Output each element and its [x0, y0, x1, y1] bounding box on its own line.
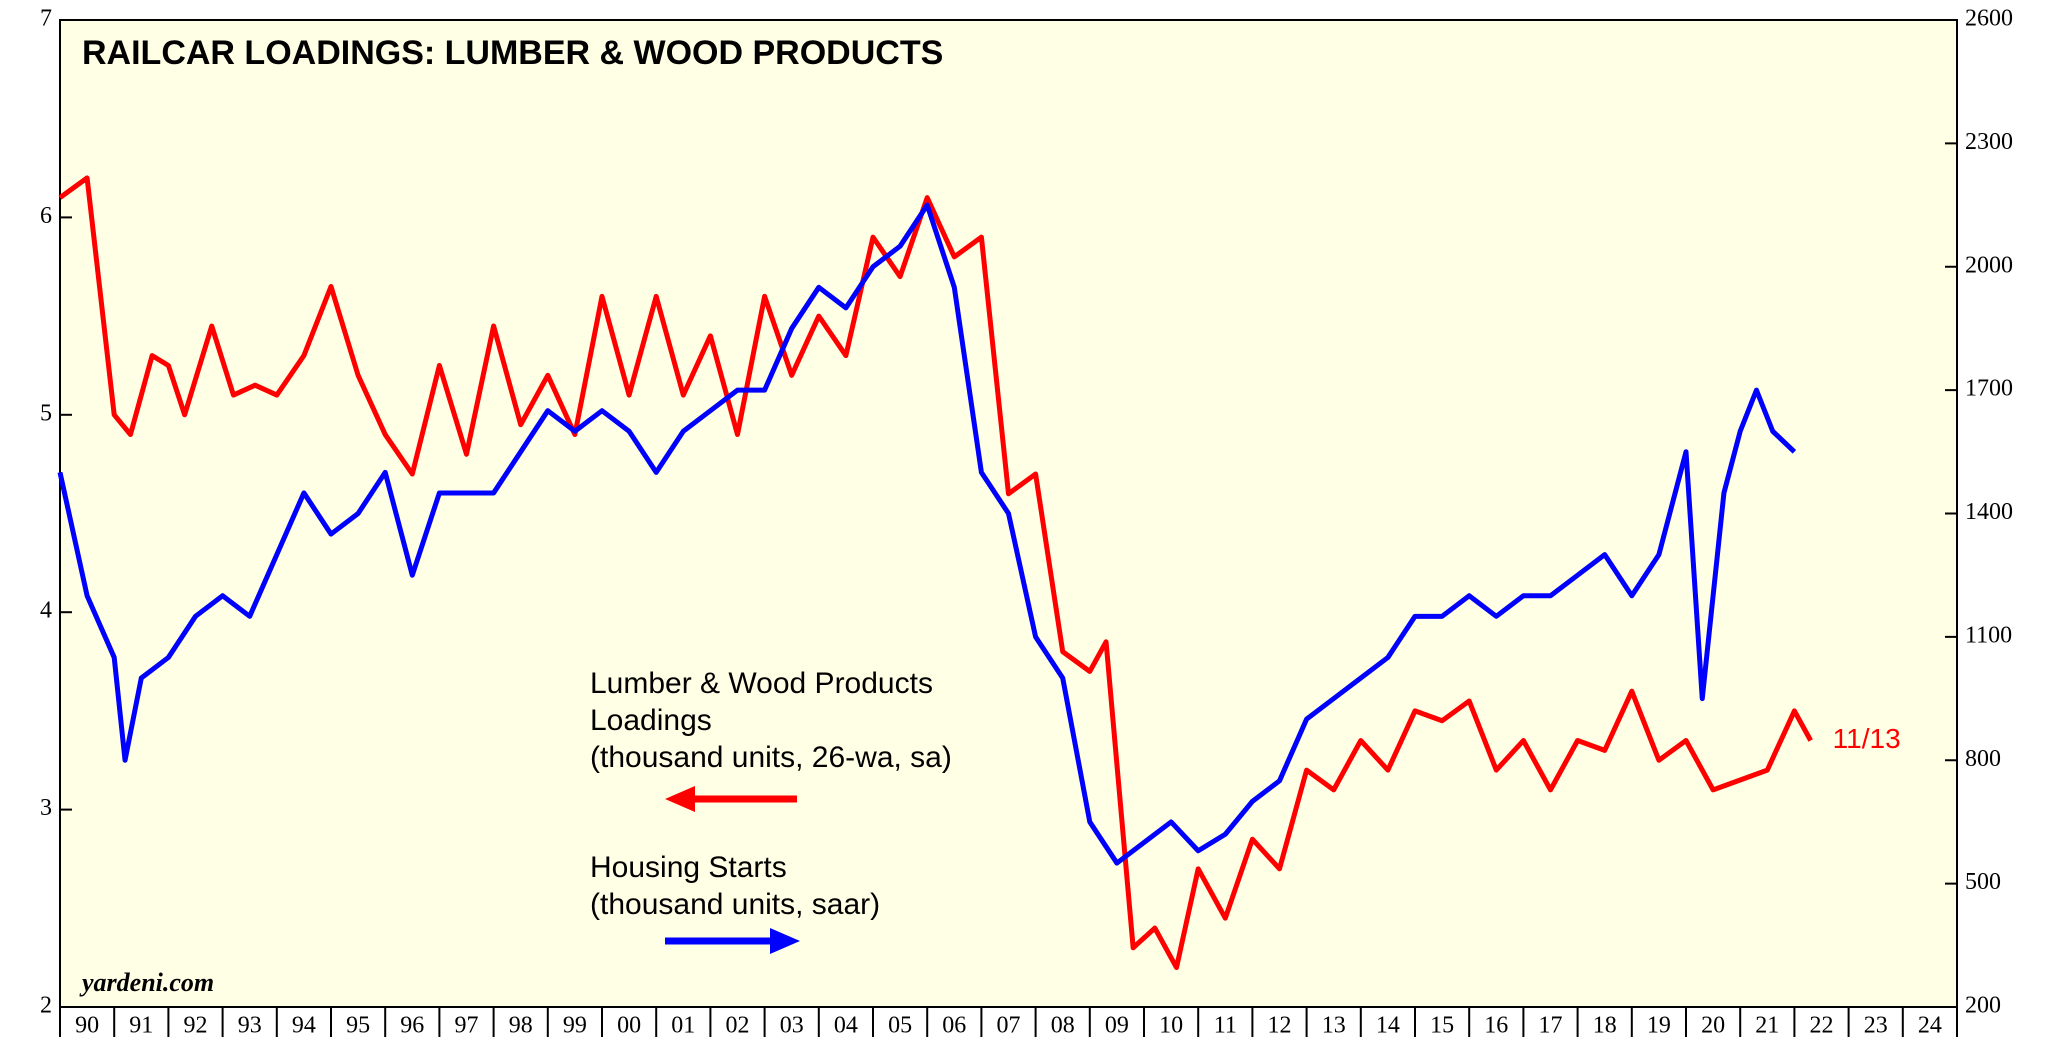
x-tick-label: 16	[1484, 1013, 1508, 1039]
x-tick-label: 13	[1322, 1013, 1346, 1039]
legend-arrow-head	[770, 928, 800, 954]
x-tick-label: 21	[1755, 1013, 1779, 1039]
x-tick-label: 07	[997, 1013, 1021, 1039]
x-tick-label: 00	[617, 1013, 641, 1039]
y-tick-label: 6	[40, 203, 52, 229]
legend: Lumber & Wood Products Loadings (thousan…	[590, 667, 952, 954]
x-tick-label: 11	[1214, 1013, 1237, 1039]
x-tick-label: 20	[1701, 1013, 1725, 1039]
source: yardeni.com	[79, 968, 214, 997]
x-tick-label: 93	[238, 1013, 262, 1039]
x-tick-label: 19	[1647, 1013, 1671, 1039]
x-tick-label: 23	[1864, 1013, 1888, 1039]
x-tick-label: 06	[942, 1013, 966, 1039]
y-tick-label: 2	[40, 993, 52, 1019]
y2-tick-label: 1100	[1965, 622, 2012, 648]
x-tick-label: 02	[726, 1013, 750, 1039]
legend-label: Lumber & Wood Products	[590, 667, 933, 700]
x-tick-label: 14	[1376, 1013, 1400, 1039]
y2-tick-label: 800	[1965, 746, 2001, 772]
y-tick-label: 4	[40, 598, 52, 624]
x-tick-label: 04	[834, 1013, 858, 1039]
x-tick-label: 24	[1918, 1013, 1942, 1039]
y2-tick-label: 2300	[1965, 129, 2013, 155]
y2-tick-label: 200	[1965, 993, 2001, 1019]
x-tick-label: 91	[129, 1013, 153, 1039]
y2-tick-label: 500	[1965, 869, 2001, 895]
end-label: 11/13	[1833, 723, 1901, 754]
x-tick-label: 96	[400, 1013, 424, 1039]
y2-tick-label: 1700	[1965, 376, 2013, 402]
x-tick-label: 95	[346, 1013, 370, 1039]
legend-label: (thousand units, 26-wa, sa)	[590, 741, 952, 774]
x-tick-label: 97	[455, 1013, 479, 1039]
y2-tick-label: 2600	[1965, 6, 2013, 32]
legend-arrow-head	[665, 786, 695, 812]
y2-tick-label: 2000	[1965, 252, 2013, 278]
x-tick-label: 05	[888, 1013, 912, 1039]
x-tick-label: 98	[509, 1013, 533, 1039]
y-tick-label: 5	[40, 400, 52, 426]
x-tick-label: 12	[1268, 1013, 1292, 1039]
y2-tick-label: 1400	[1965, 499, 2013, 525]
legend-label: Housing Starts	[590, 851, 787, 884]
x-tick-label: 22	[1810, 1013, 1834, 1039]
legend-label: (thousand units, saar)	[590, 888, 880, 921]
x-tick-label: 18	[1593, 1013, 1617, 1039]
x-tick-label: 92	[184, 1013, 208, 1039]
legend-label: Loadings	[590, 704, 712, 737]
y-tick-label: 7	[40, 6, 52, 32]
x-tick-label: 10	[1159, 1013, 1183, 1039]
x-tick-label: 90	[75, 1013, 99, 1039]
series-line	[57, 202, 1797, 866]
series-line	[58, 175, 1813, 971]
y-tick-label: 3	[40, 795, 52, 821]
x-tick-label: 99	[563, 1013, 587, 1039]
x-tick-label: 09	[1105, 1013, 1129, 1039]
chart-title: RAILCAR LOADINGS: LUMBER & WOOD PRODUCTS	[82, 34, 943, 72]
x-tick-label: 08	[1051, 1013, 1075, 1039]
x-tick-label: 03	[780, 1013, 804, 1039]
x-tick-label: 94	[292, 1013, 316, 1039]
x-tick-label: 01	[671, 1013, 695, 1039]
x-tick-label: 15	[1430, 1013, 1454, 1039]
x-tick-label: 17	[1539, 1013, 1563, 1039]
